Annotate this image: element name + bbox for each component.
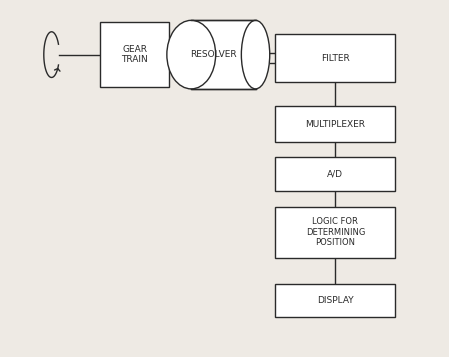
Text: RESOLVER: RESOLVER xyxy=(190,50,237,59)
Text: DISPLAY: DISPLAY xyxy=(317,296,354,305)
Text: GEAR
TRAIN: GEAR TRAIN xyxy=(121,45,148,64)
Text: FILTER: FILTER xyxy=(321,54,350,62)
Bar xyxy=(276,157,395,191)
Bar xyxy=(191,20,255,89)
Ellipse shape xyxy=(242,20,270,89)
Bar xyxy=(276,284,395,317)
Text: LOGIC FOR
DETERMINING
POSITION: LOGIC FOR DETERMINING POSITION xyxy=(306,217,365,247)
Text: MULTIPLEXER: MULTIPLEXER xyxy=(305,120,365,129)
Bar xyxy=(276,207,395,257)
Bar xyxy=(100,22,169,87)
Text: A/D: A/D xyxy=(327,170,343,178)
Bar xyxy=(276,106,395,142)
Ellipse shape xyxy=(167,20,216,89)
Bar xyxy=(276,34,395,82)
